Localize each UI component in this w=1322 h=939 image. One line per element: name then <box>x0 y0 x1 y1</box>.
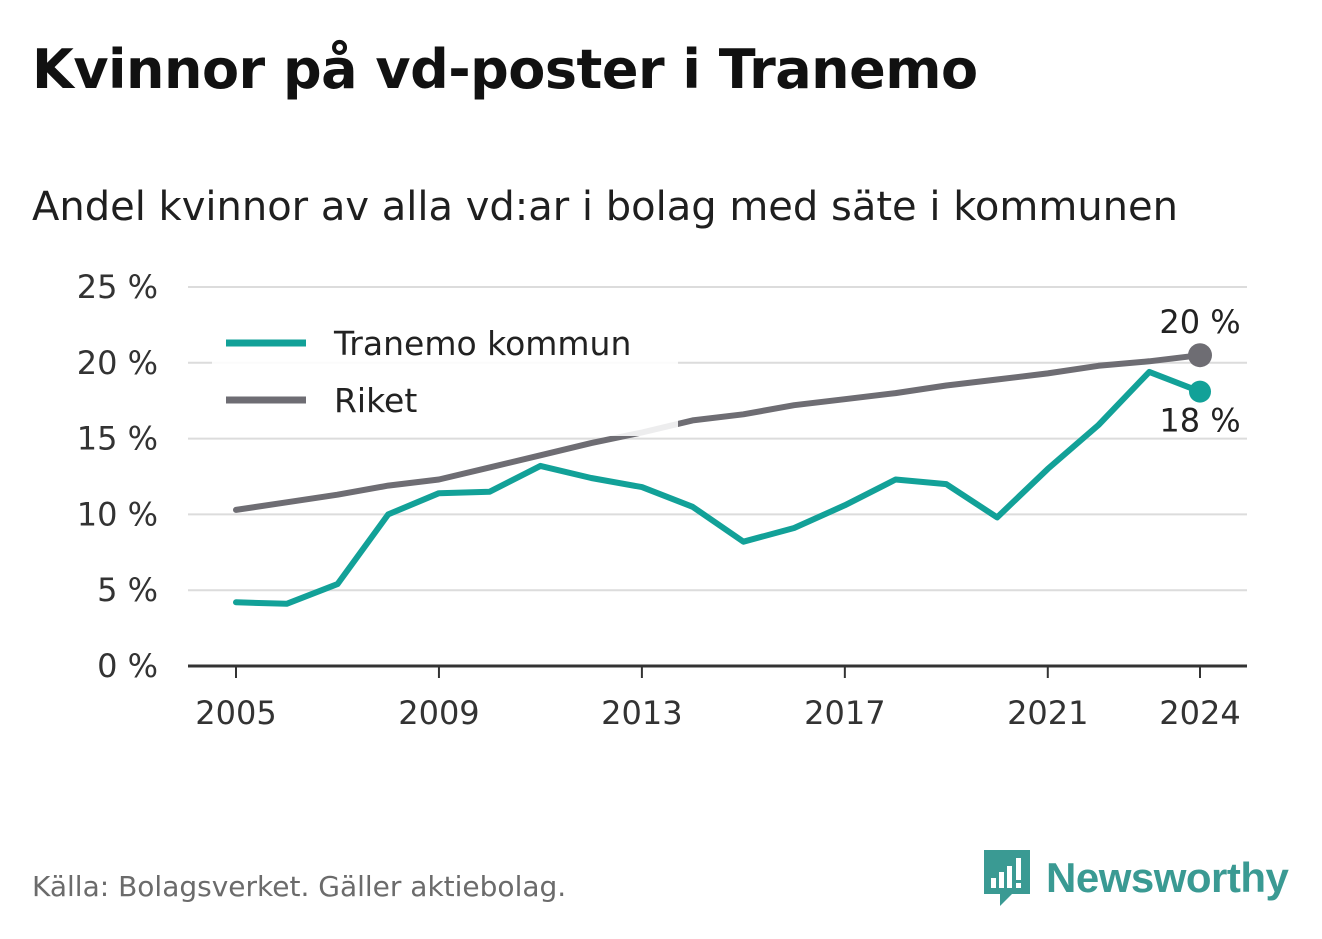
series-lines <box>233 352 1203 607</box>
legend: Tranemo kommun Riket <box>212 318 678 436</box>
x-tick-label: 2013 <box>601 694 682 732</box>
chart-title: Kvinnor på vd-poster i Tranemo <box>32 38 978 101</box>
end-label-tranemo: 18 % <box>1159 402 1240 440</box>
y-tick-label: 20 % <box>77 344 158 382</box>
source-note: Källa: Bolagsverket. Gäller aktiebolag. <box>32 870 567 903</box>
newsworthy-logo-icon <box>984 850 1030 906</box>
series-line-riket <box>233 352 1203 513</box>
y-tick-label: 15 % <box>77 420 158 458</box>
x-tick-label: 2017 <box>804 694 885 732</box>
brand-logo: Newsworthy <box>982 848 1289 908</box>
legend-entry: Riket <box>334 381 417 420</box>
x-tick-label: 2021 <box>1007 694 1088 732</box>
end-points: 18 % 20 % <box>1156 300 1243 442</box>
y-tick-label: 5 % <box>97 571 158 609</box>
chart-subtitle: Andel kvinnor av alla vd:ar i bolag med … <box>32 184 1178 230</box>
y-tick-label: 25 % <box>77 268 158 306</box>
end-point-riket <box>1188 343 1212 368</box>
legend-box <box>212 318 678 436</box>
x-axis: 2005 2009 2013 2017 2021 2024 <box>188 664 1247 732</box>
series-line-tranemo <box>233 368 1203 607</box>
y-axis-ticks: 0 % 5 % 10 % 15 % 20 % 25 % <box>77 268 158 685</box>
x-tick-label: 2009 <box>398 694 479 732</box>
x-tick-label: 2024 <box>1159 694 1240 732</box>
x-tick-label: 2005 <box>195 694 276 732</box>
y-tick-label: 10 % <box>77 495 158 533</box>
legend-entry: Tranemo kommun <box>333 324 631 363</box>
brand-name: Newsworthy <box>1046 854 1289 901</box>
y-tick-label: 0 % <box>97 647 158 685</box>
end-point-tranemo <box>1189 380 1211 403</box>
end-label-riket: 20 % <box>1159 303 1240 341</box>
